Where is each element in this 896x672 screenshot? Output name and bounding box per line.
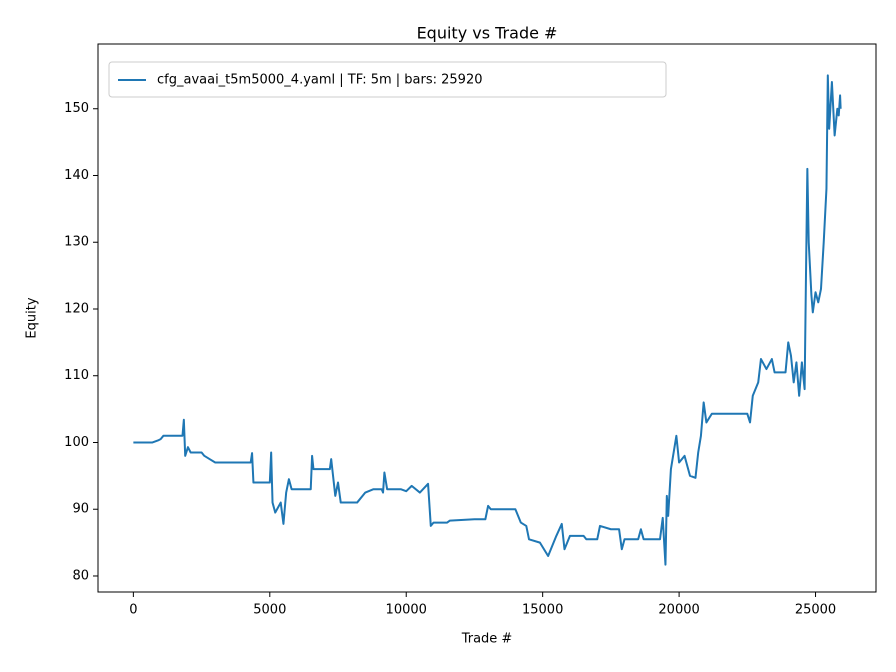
y-tick-label: 100 bbox=[64, 435, 89, 450]
x-tick-label: 15000 bbox=[522, 603, 563, 618]
y-tick-label: 140 bbox=[64, 168, 89, 183]
equity-line bbox=[133, 74, 842, 566]
y-tick-label: 150 bbox=[64, 101, 89, 116]
x-tick-label: 10000 bbox=[386, 603, 427, 618]
legend-box bbox=[108, 61, 667, 98]
y-tick-label: 130 bbox=[64, 235, 89, 250]
y-tick-label: 90 bbox=[72, 502, 89, 517]
chart-title: Equity vs Trade # bbox=[417, 24, 558, 43]
x-tick-label: 20000 bbox=[658, 603, 699, 618]
x-tick-label: 25000 bbox=[795, 603, 836, 618]
y-axis-label: Equity bbox=[25, 297, 40, 338]
x-tick-label: 0 bbox=[129, 603, 137, 618]
y-tick-label: 120 bbox=[64, 301, 89, 316]
y-tick-label: 110 bbox=[64, 368, 89, 383]
x-tick-label: 5000 bbox=[253, 603, 286, 618]
plot-frame bbox=[97, 43, 877, 593]
x-axis-label: Trade # bbox=[461, 632, 513, 647]
legend-label: cfg_avaai_t5m5000_4.yaml | TF: 5m | bars… bbox=[157, 73, 482, 88]
y-tick-label: 80 bbox=[72, 568, 89, 583]
